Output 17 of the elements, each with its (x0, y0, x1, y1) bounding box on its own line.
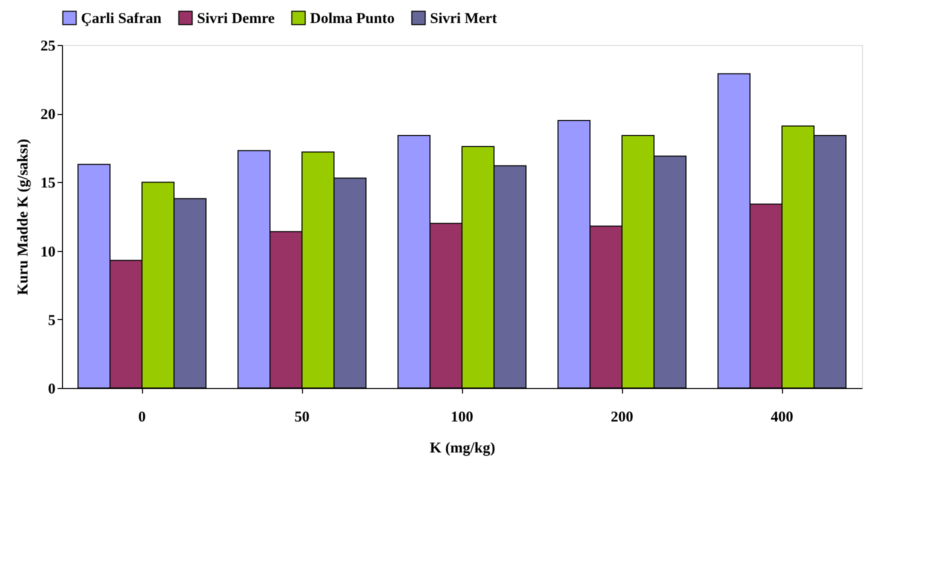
x-tick-label: 400 (770, 410, 794, 426)
y-tick-label: 15 (40, 176, 56, 192)
y-tick-label: 0 (48, 382, 56, 398)
y-tick-label: 10 (40, 244, 56, 260)
legend-label: Sivri Demre (197, 10, 275, 27)
y-tick-label: 20 (40, 107, 56, 124)
y-tick-label: 25 (40, 38, 56, 54)
legend-label: Çarli Safran (81, 10, 162, 27)
legend-label: Dolma Punto (310, 10, 395, 27)
x-tick-label: 50 (294, 410, 310, 426)
y-axis-title: Kuru Madde K (g/saksı) (16, 138, 32, 296)
x-tick-label: 0 (138, 410, 146, 426)
legend-label: Sivri Mert (430, 10, 498, 27)
y-tick-label: 5 (48, 312, 56, 329)
x-axis-title: K (mg/kg) (430, 440, 496, 456)
x-tick-label: 200 (610, 410, 634, 426)
x-tick-label: 100 (450, 410, 474, 426)
